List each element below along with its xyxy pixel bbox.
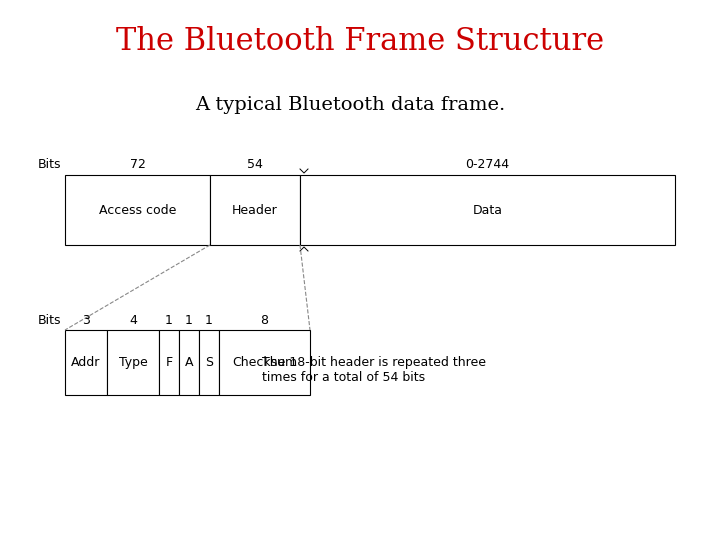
Text: 72: 72 — [130, 159, 145, 172]
Text: Bits: Bits — [37, 314, 61, 327]
Text: A: A — [185, 356, 193, 369]
Text: F: F — [166, 356, 173, 369]
Bar — [65, 175, 210, 245]
Text: 1: 1 — [205, 314, 213, 327]
Text: The Bluetooth Frame Structure: The Bluetooth Frame Structure — [116, 26, 604, 57]
Text: Header: Header — [232, 204, 278, 217]
Text: Access code: Access code — [99, 204, 176, 217]
Bar — [300, 175, 675, 245]
Bar — [179, 330, 199, 395]
Bar — [210, 175, 300, 245]
Text: The 18-bit header is repeated three
times for a total of 54 bits: The 18-bit header is repeated three time… — [262, 356, 486, 384]
Text: S: S — [205, 356, 213, 369]
Bar — [199, 330, 219, 395]
Text: Checksum: Checksum — [232, 356, 297, 369]
Text: Type: Type — [119, 356, 148, 369]
Text: Data: Data — [472, 204, 503, 217]
Text: 54: 54 — [247, 159, 263, 172]
Bar — [159, 330, 179, 395]
Text: Addr: Addr — [71, 356, 101, 369]
Text: Bits: Bits — [37, 159, 61, 172]
Bar — [65, 330, 107, 395]
Text: 3: 3 — [82, 314, 90, 327]
Text: 8: 8 — [261, 314, 269, 327]
Text: 1: 1 — [165, 314, 173, 327]
Bar — [107, 330, 159, 395]
Text: A typical Bluetooth data frame.: A typical Bluetooth data frame. — [195, 96, 505, 114]
Bar — [219, 330, 310, 395]
Text: 0-2744: 0-2744 — [465, 159, 510, 172]
Text: 4: 4 — [129, 314, 137, 327]
Text: 1: 1 — [185, 314, 193, 327]
